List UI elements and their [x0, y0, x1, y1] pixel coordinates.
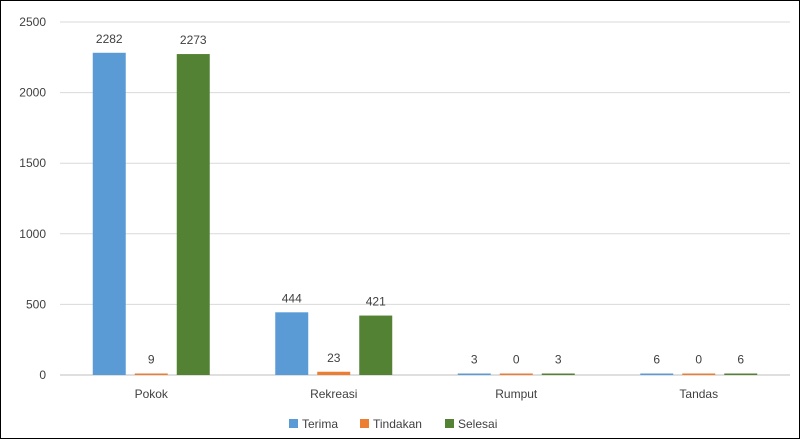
x-axis-tick-labels: Pokok Rekreasi Rumput Tandas — [135, 387, 719, 401]
data-label: 421 — [366, 295, 386, 309]
legend-label-selesai: Selesai — [458, 417, 497, 431]
data-label: 2282 — [96, 32, 123, 46]
legend-swatch-selesai — [445, 419, 454, 428]
x-tick-label: Rekreasi — [310, 387, 357, 401]
bar-terima-tandas — [640, 373, 674, 375]
bar-terima-rumput — [457, 373, 491, 375]
legend-swatch-terima — [289, 419, 298, 428]
bar-selesai-rekreasi — [359, 315, 393, 375]
y-tick-label: 500 — [26, 297, 46, 311]
x-tick-label: Pokok — [135, 387, 169, 401]
data-label: 0 — [513, 353, 520, 367]
data-label: 9 — [148, 353, 155, 367]
gridlines — [60, 21, 790, 376]
legend-label-terima: Terima — [302, 417, 338, 431]
x-tick-label: Rumput — [495, 387, 538, 401]
y-axis-tick-labels: 0 500 1000 1500 2000 2500 — [19, 15, 46, 382]
bar-selesai-tandas — [724, 373, 758, 375]
x-tick-label: Tandas — [679, 387, 718, 401]
data-label: 3 — [555, 353, 562, 367]
bar-terima-rekreasi — [275, 312, 309, 375]
bar-tindakan-rumput — [499, 373, 533, 375]
bar-terima-pokok — [92, 52, 126, 375]
bar-selesai-rumput — [541, 373, 575, 375]
data-label: 6 — [653, 353, 660, 367]
data-labels: 2282 9 2273 444 23 421 3 0 3 6 0 6 — [96, 32, 745, 367]
legend-label-tindakan: Tindakan — [373, 417, 422, 431]
legend: Terima Tindakan Selesai — [289, 417, 497, 431]
bar-tindakan-rekreasi — [317, 371, 351, 375]
bar-selesai-pokok — [176, 54, 210, 375]
data-label: 6 — [737, 353, 744, 367]
data-label: 3 — [471, 353, 478, 367]
data-label: 0 — [695, 353, 702, 367]
data-label: 23 — [327, 351, 341, 365]
bars — [92, 52, 758, 375]
bar-tindakan-pokok — [134, 373, 168, 375]
y-tick-label: 2000 — [19, 86, 46, 100]
y-tick-label: 1500 — [19, 156, 46, 170]
y-tick-label: 0 — [39, 368, 46, 382]
y-tick-label: 2500 — [19, 15, 46, 29]
y-tick-label: 1000 — [19, 227, 46, 241]
data-label: 2273 — [180, 33, 207, 47]
legend-swatch-tindakan — [360, 419, 369, 428]
bar-tindakan-tandas — [682, 373, 716, 375]
data-label: 444 — [282, 291, 302, 305]
